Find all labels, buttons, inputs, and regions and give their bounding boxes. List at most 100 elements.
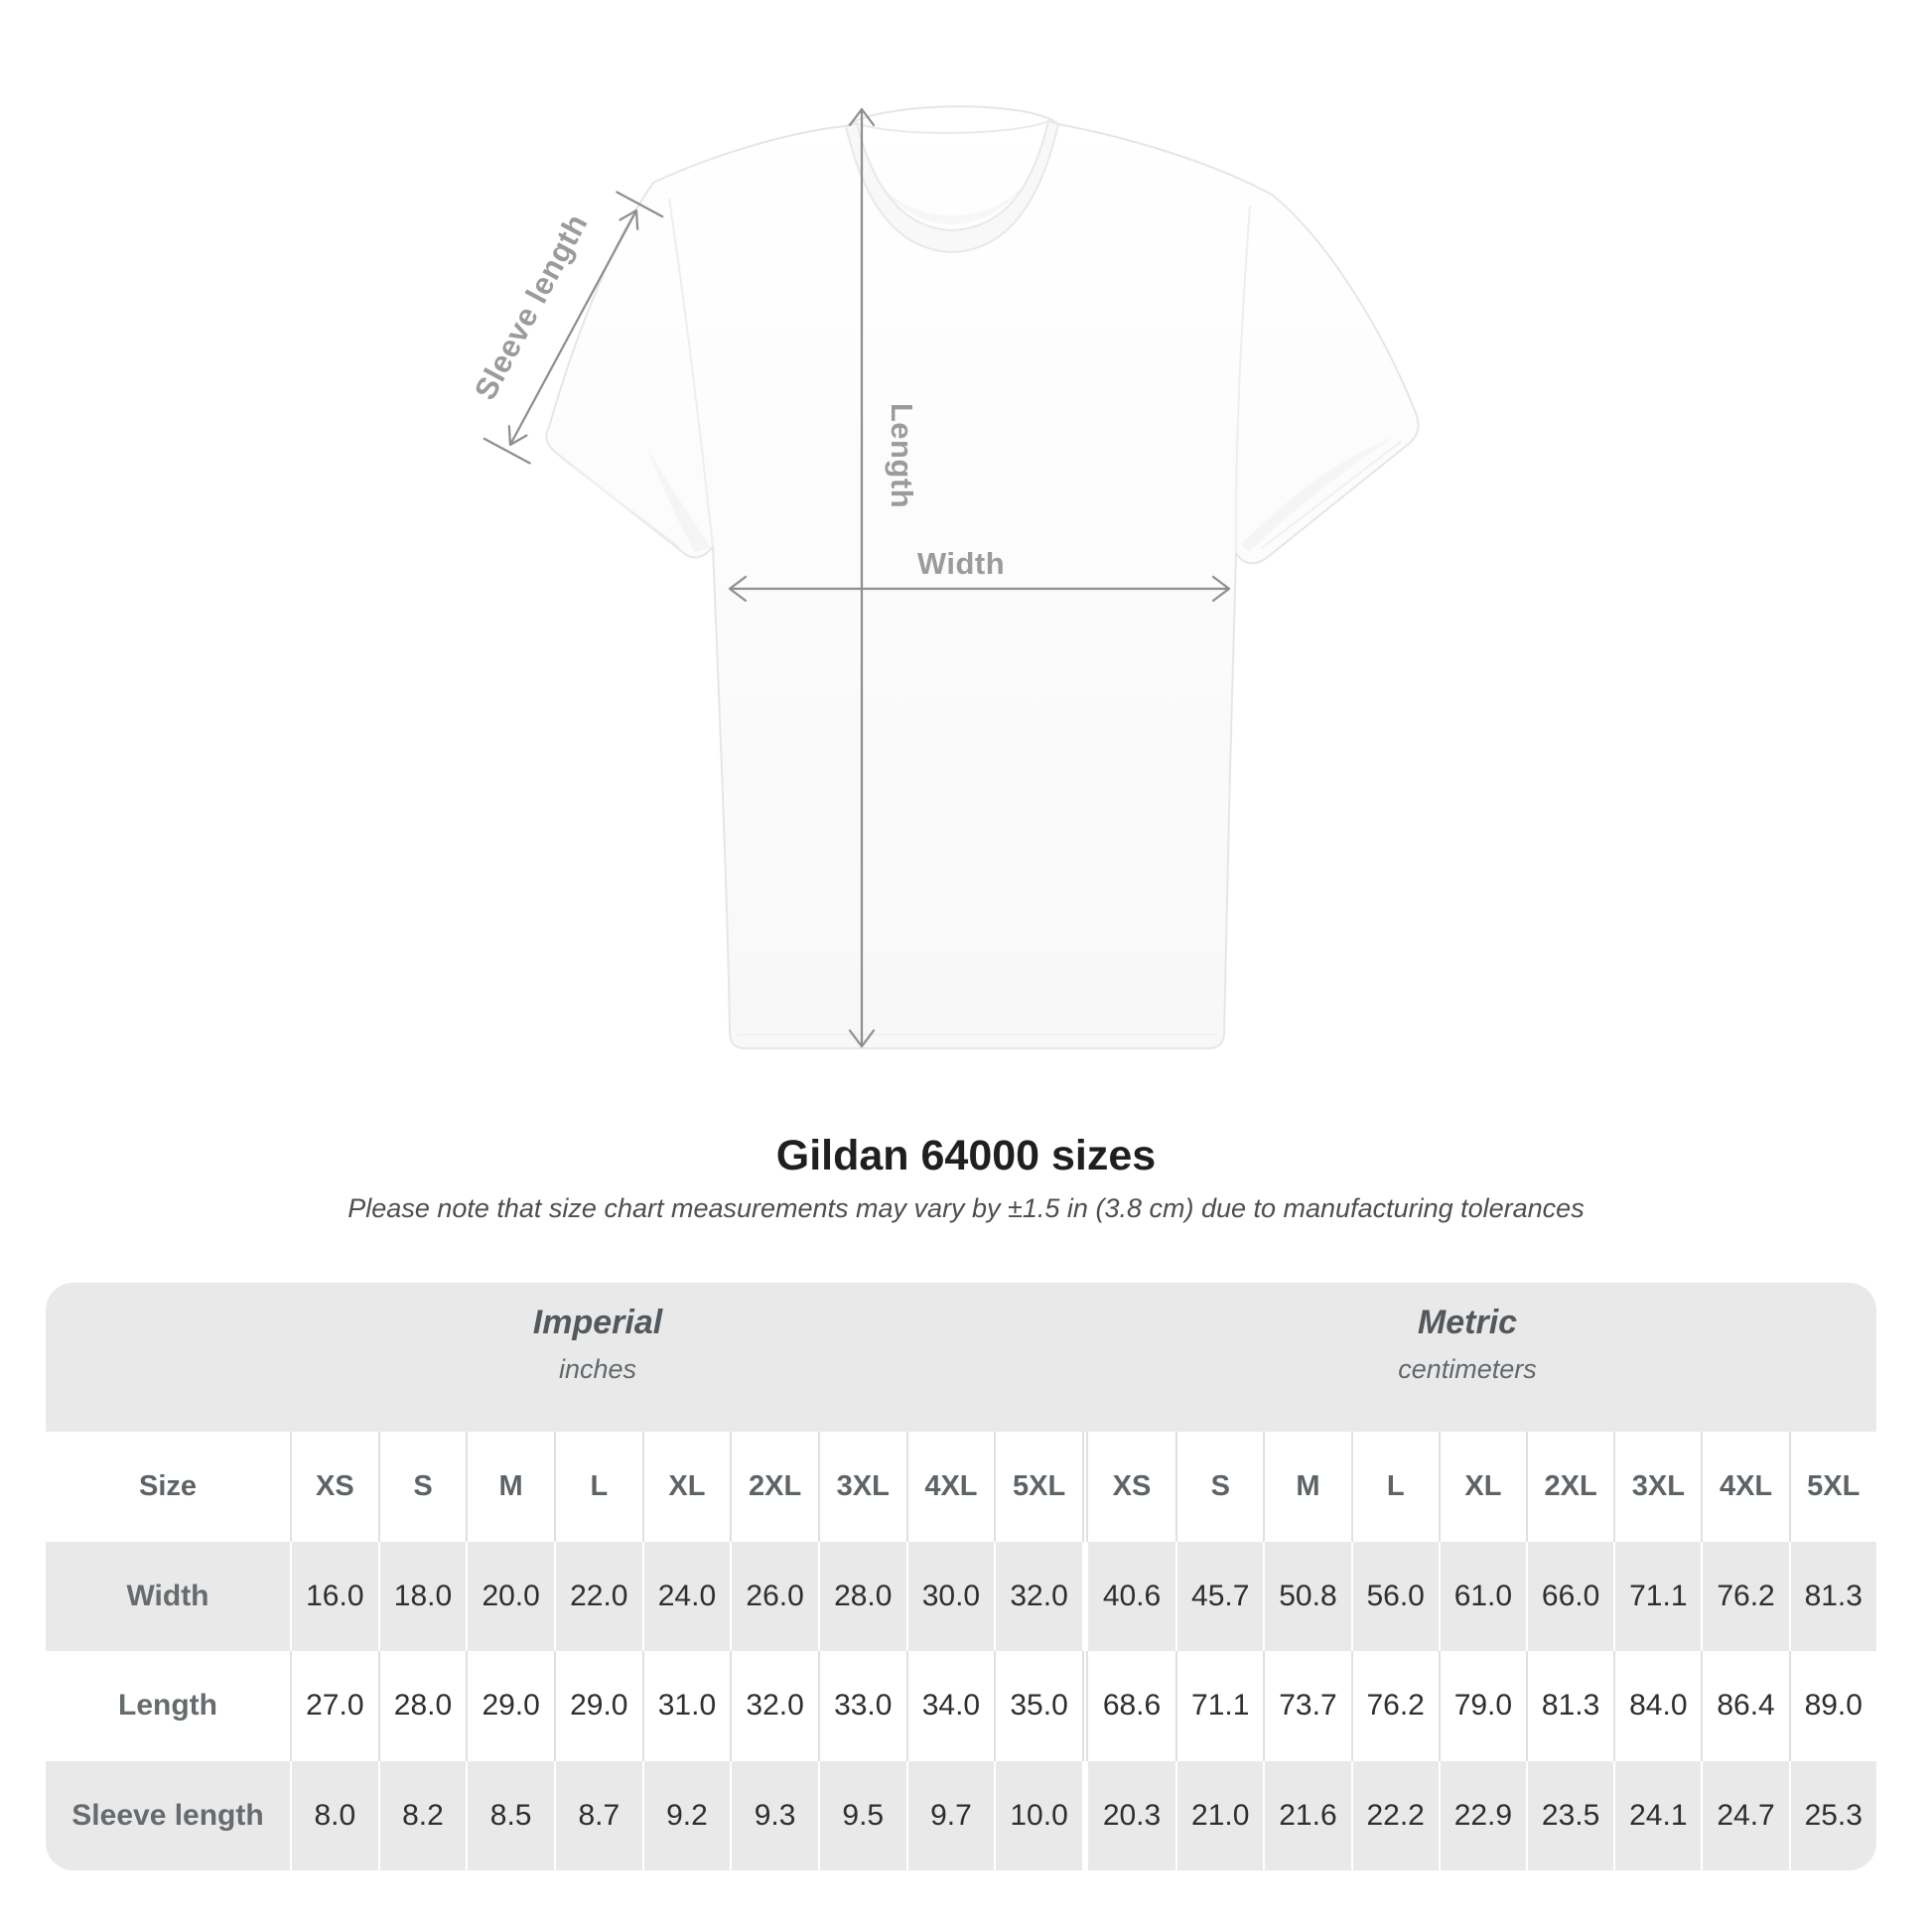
size-column-header: Size (138, 1469, 198, 1502)
width-arrow (728, 575, 1231, 603)
value-cell: 35.0 (994, 1651, 1082, 1761)
size-header-cell: 4XL (905, 1432, 995, 1542)
size-header-cell: S (1175, 1432, 1263, 1542)
value-cell: 32.0 (994, 1541, 1082, 1651)
value-cell: 22.0 (553, 1541, 642, 1651)
value-cell: 24.7 (1701, 1760, 1788, 1870)
value-cell: 16.0 (290, 1541, 378, 1651)
size-header-cell: 3XL (1613, 1432, 1701, 1542)
size-header-cell: XS (290, 1432, 378, 1542)
size-header-cell: M (466, 1432, 554, 1542)
value-cell: 68.6 (1102, 1689, 1162, 1723)
value-cell: 8.5 (466, 1760, 554, 1870)
size-header-cell: L (1350, 1432, 1439, 1542)
value-cell: 21.0 (1175, 1760, 1263, 1870)
value-cell: 8.0 (290, 1760, 378, 1870)
value-cell: 9.7 (905, 1760, 995, 1870)
value-cell: 89.0 (1788, 1651, 1876, 1761)
value-cell: 81.3 (1788, 1541, 1876, 1651)
value-cell: 50.8 (1263, 1541, 1350, 1651)
size-header-cell: 2XL (1526, 1432, 1613, 1542)
value-cell: 10.0 (994, 1760, 1082, 1870)
tshirt-diagram: Sleeve length Length Width (468, 105, 1420, 1049)
value-cell: 20.0 (466, 1541, 554, 1651)
size-header-cell: 5XL (994, 1432, 1082, 1542)
imperial-group-name: Imperial (532, 1304, 663, 1341)
value-cell: 32.0 (730, 1651, 818, 1761)
value-cell: 27.0 (290, 1651, 378, 1761)
unit-header-band: Imperial inches Metric centimeters (46, 1283, 1876, 1432)
size-header-cell: L (553, 1432, 642, 1542)
value-cell: 9.2 (641, 1760, 731, 1870)
value-cell: 71.1 (1613, 1541, 1701, 1651)
size-header-cell: M (1263, 1432, 1350, 1542)
size-header-cell: XL (1438, 1432, 1526, 1542)
value-cell: 34.0 (905, 1651, 995, 1761)
value-cell: 22.9 (1438, 1760, 1526, 1870)
value-cell: 86.4 (1701, 1651, 1788, 1761)
size-header-cell: 4XL (1701, 1432, 1788, 1542)
group-divider (1081, 1541, 1088, 1651)
row-label: Length (118, 1689, 217, 1723)
metric-group-unit: centimeters (1398, 1354, 1537, 1384)
value-cell: 76.2 (1350, 1651, 1439, 1761)
metric-group-header: Metric centimeters (1398, 1303, 1537, 1384)
tshirt-graphic (545, 105, 1420, 1049)
size-header-cell: 2XL (730, 1432, 818, 1542)
length-arrow (848, 107, 876, 1048)
imperial-group-header: Imperial inches (533, 1303, 662, 1384)
length-label: Length (885, 403, 919, 508)
value-cell: 40.6 (1102, 1579, 1162, 1612)
value-cell: 81.3 (1526, 1651, 1613, 1761)
value-cell: 20.3 (1102, 1798, 1162, 1832)
value-cell: 45.7 (1175, 1541, 1263, 1651)
value-cell: 25.3 (1788, 1760, 1876, 1870)
metric-group-name: Metric (1417, 1304, 1518, 1341)
value-cell: 21.6 (1263, 1760, 1350, 1870)
value-cell: 66.0 (1526, 1541, 1613, 1651)
value-cell: 8.7 (553, 1760, 642, 1870)
size-header-cell: XS (1112, 1469, 1152, 1502)
value-cell: 9.3 (730, 1760, 818, 1870)
value-cell: 79.0 (1438, 1651, 1526, 1761)
value-cell: 71.1 (1175, 1651, 1263, 1761)
width-label: Width (917, 546, 1005, 581)
size-header-cell: 3XL (817, 1432, 906, 1542)
value-cell: 73.7 (1263, 1651, 1350, 1761)
value-cell: 76.2 (1701, 1541, 1788, 1651)
group-divider (1081, 1760, 1088, 1870)
size-header-cell: S (377, 1432, 467, 1542)
row-sleeve-length: Sleeve length 8.0 8.2 8.5 8.7 9.2 9.3 9.5 9.7 10.… (46, 1760, 1876, 1870)
sleeve-length-arrow (483, 191, 664, 465)
value-cell: 28.0 (377, 1651, 467, 1761)
group-divider (1081, 1651, 1088, 1761)
value-cell: 33.0 (817, 1651, 906, 1761)
value-cell: 30.0 (905, 1541, 995, 1651)
row-label: Width (126, 1579, 209, 1612)
value-cell: 24.0 (641, 1541, 731, 1651)
size-header-cell: XL (641, 1432, 731, 1542)
value-cell: 31.0 (641, 1651, 731, 1761)
value-cell: 29.0 (466, 1651, 554, 1761)
row-label: Sleeve length (71, 1798, 264, 1832)
value-cell: 84.0 (1613, 1651, 1701, 1761)
imperial-group-unit: inches (558, 1354, 637, 1384)
value-cell: 9.5 (817, 1760, 906, 1870)
value-cell: 8.2 (377, 1760, 467, 1870)
value-cell: 61.0 (1438, 1541, 1526, 1651)
group-divider (1081, 1432, 1088, 1542)
size-table-panel: Imperial inches Metric centimeters Size X… (46, 1283, 1876, 1870)
value-cell: 24.1 (1613, 1760, 1701, 1870)
row-length: Length 27.0 28.0 29.0 29.0 31.0 32.0 33.0 34.0 35… (46, 1651, 1876, 1761)
value-cell: 23.5 (1526, 1760, 1613, 1870)
size-header-row: Size XS S M L XL 2XL 3XL 4XL 5XL XS S M L XL 2XL 3XL 4XL 5… (46, 1432, 1876, 1542)
row-width: Width 16.0 18.0 20.0 22.0 24.0 26.0 28.0 30.0 32.… (46, 1541, 1876, 1651)
value-cell: 28.0 (817, 1541, 906, 1651)
value-cell: 22.2 (1350, 1760, 1439, 1870)
value-cell: 56.0 (1350, 1541, 1439, 1651)
value-cell: 29.0 (553, 1651, 642, 1761)
size-header-cell: 5XL (1788, 1432, 1876, 1542)
value-cell: 26.0 (730, 1541, 818, 1651)
page-title: Gildan 64000 sizes (775, 1132, 1157, 1179)
